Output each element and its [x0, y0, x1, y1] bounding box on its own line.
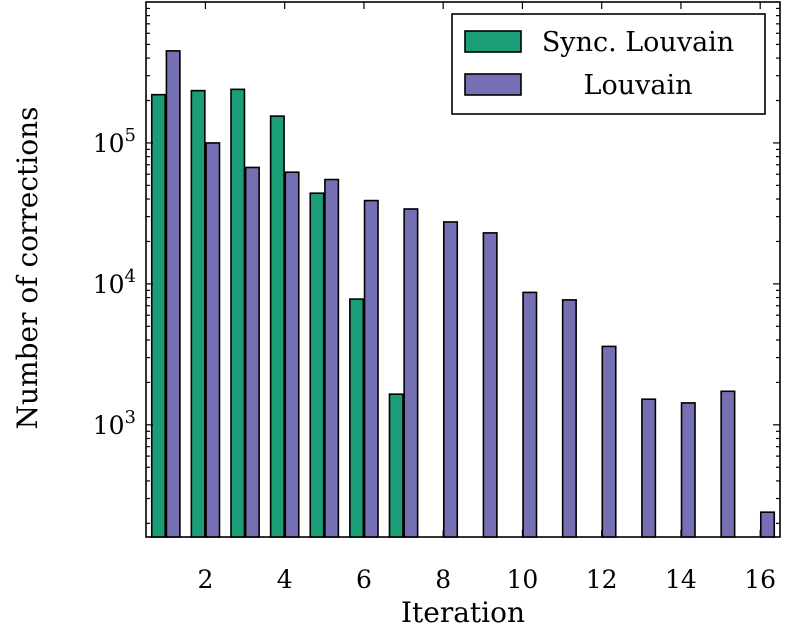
x-tick-label: 4 [277, 565, 293, 594]
bar-louvain-2 [205, 142, 221, 538]
x-ticks: 2 4 6 8 10 12 14 16 [197, 2, 776, 594]
y-tick-label: 103 [93, 407, 136, 440]
y-ticks: 103 104 105 [93, 7, 780, 524]
plot-area [145, 1, 781, 538]
x-tick-label: 2 [197, 565, 213, 594]
legend: Sync. Louvain Louvain [451, 13, 766, 115]
bar-louvain-10 [522, 291, 538, 538]
bar-louvain-12 [601, 345, 617, 538]
legend-swatch-louvain [464, 73, 522, 96]
bar-sync-louvain-6 [349, 298, 365, 538]
x-tick-label: 14 [665, 565, 697, 594]
y-tick-label: 105 [93, 125, 136, 158]
bar-sync-louvain-4 [269, 115, 285, 538]
bar-louvain-16 [759, 511, 776, 538]
bar-louvain-15 [720, 390, 736, 538]
bar-sync-louvain-1 [150, 93, 167, 538]
y-axis-label: Number of corrections [11, 106, 44, 429]
bar-louvain-1 [165, 50, 181, 538]
bar-louvain-3 [244, 166, 260, 538]
bar-louvain-8 [442, 221, 459, 538]
bar-sync-louvain-2 [190, 89, 206, 538]
x-tick-label: 16 [744, 565, 776, 594]
bars [150, 50, 776, 538]
x-tick-label: 12 [586, 565, 618, 594]
bar-louvain-4 [284, 171, 300, 538]
x-tick-label: 8 [435, 565, 451, 594]
bar-louvain-11 [561, 299, 577, 538]
bar-louvain-13 [641, 398, 657, 538]
x-tick-label: 10 [507, 565, 539, 594]
bar-sync-louvain-7 [388, 393, 404, 538]
bar-louvain-9 [482, 232, 498, 538]
legend-label-louvain: Louvain [584, 70, 693, 101]
bar-louvain-7 [403, 208, 419, 538]
y-tick-label: 104 [93, 266, 136, 299]
x-axis-label: Iteration [401, 596, 525, 629]
bar-sync-louvain-3 [230, 88, 246, 538]
bar-louvain-6 [363, 199, 379, 538]
legend-label-sync-louvain: Sync. Louvain [542, 27, 734, 58]
bar-louvain-14 [680, 402, 696, 538]
bar-sync-louvain-5 [309, 192, 325, 538]
bar-louvain-5 [324, 178, 340, 538]
x-tick-label: 6 [356, 565, 372, 594]
legend-swatch-sync-louvain [464, 30, 522, 53]
